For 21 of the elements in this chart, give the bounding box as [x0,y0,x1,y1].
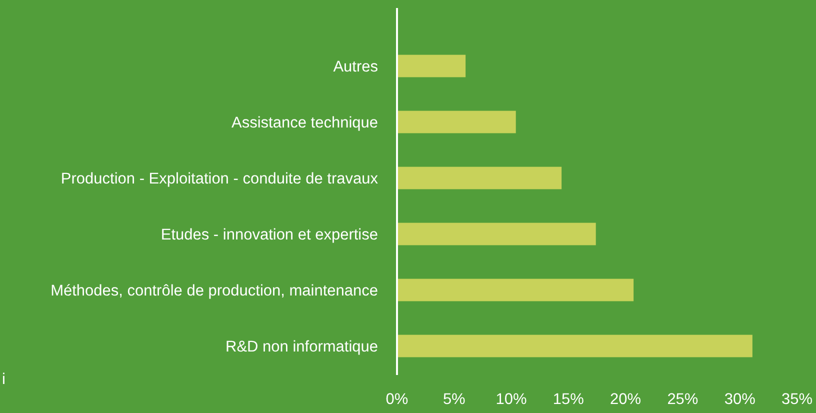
y-tick-label: Production - Exploitation - conduite de travaux [60,170,378,188]
x-tick-label: 30% [724,391,756,408]
bar [397,278,634,302]
bar [397,334,752,358]
x-tick-label: 35% [781,391,813,408]
bar [397,110,516,134]
x-tick-label: 5% [442,391,466,408]
text: i [2,371,6,388]
y-tick-label: Assistance technique [232,114,378,132]
bar [397,166,562,190]
x-tick-label: 25% [667,391,698,408]
bar [397,222,596,246]
y-tick-label: R&D non informatique [226,338,378,356]
y-tick-label: Méthodes, contrôle de production, maintenance [50,282,378,300]
x-tick-label: 15% [552,391,584,408]
bar [397,54,466,78]
x-tick-label: 0% [386,391,408,408]
x-tick-label: 20% [610,391,642,408]
x-tick-label: 10% [496,391,528,408]
y-tick-label: Etudes - innovation et expertise [160,226,378,244]
y-tick-label: Autres [333,58,378,76]
